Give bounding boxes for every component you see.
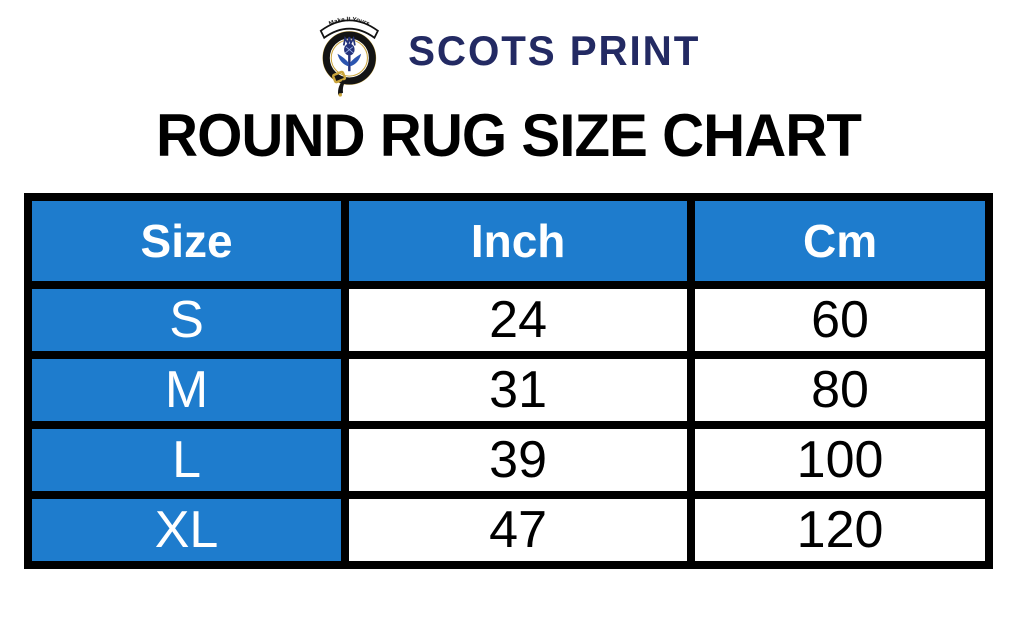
- table-row: M 31 80: [23, 351, 993, 429]
- inch-cell: 39: [341, 421, 696, 499]
- size-cell: S: [23, 281, 350, 359]
- size-cell: M: [23, 351, 350, 429]
- col-header-size: Size: [23, 193, 350, 289]
- banner-text: Make It Yours: [328, 16, 371, 28]
- belt-buckle: [331, 70, 347, 97]
- cm-cell: 80: [687, 351, 993, 429]
- inch-cell: 24: [341, 281, 696, 359]
- table-row: L 39 100: [23, 421, 993, 499]
- cm-cell: 120: [687, 491, 993, 569]
- header-row: Size Inch Cm: [23, 193, 993, 289]
- inch-cell: 47: [341, 491, 696, 569]
- scots-print-crest-logo: Make It Yours: [311, 5, 388, 97]
- table-row: S 24 60: [23, 281, 993, 359]
- col-header-inch: Inch: [341, 193, 696, 289]
- cm-cell: 100: [687, 421, 993, 499]
- page-title: ROUND RUG SIZE CHART: [156, 102, 862, 169]
- col-header-cm: Cm: [687, 193, 993, 289]
- table-row: XL 47 120: [23, 491, 993, 569]
- cm-cell: 60: [687, 281, 993, 359]
- banner-ribbon: Make It Yours: [319, 16, 379, 40]
- size-cell: L: [23, 421, 350, 499]
- size-chart-table: Size Inch Cm S 24 60 M 31 80 L 39 100 XL…: [23, 193, 993, 569]
- svg-text:Make It Yours: Make It Yours: [328, 16, 371, 28]
- clan-crest-thistle-icon: Make It Yours: [319, 16, 379, 97]
- inch-cell: 31: [341, 351, 696, 429]
- thistle-icon: [337, 36, 362, 72]
- size-cell: XL: [23, 491, 350, 569]
- brand-header: Make It Yours: [0, 0, 1017, 97]
- brand-name: SCOTS PRINT: [407, 27, 700, 74]
